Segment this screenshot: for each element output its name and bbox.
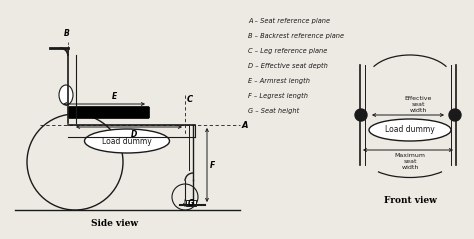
Ellipse shape <box>84 129 170 153</box>
Text: A: A <box>242 120 248 130</box>
Text: D: D <box>131 130 137 139</box>
Text: F – Legrest length: F – Legrest length <box>248 93 308 99</box>
Text: Side view: Side view <box>91 219 138 228</box>
Text: G: G <box>188 199 194 207</box>
Ellipse shape <box>59 85 73 105</box>
Circle shape <box>355 109 367 121</box>
Text: E: E <box>111 92 117 101</box>
Text: Maximum
seat
width: Maximum seat width <box>394 153 426 170</box>
Text: Load dummy: Load dummy <box>102 136 152 146</box>
Text: A – Seat reference plane: A – Seat reference plane <box>248 18 330 24</box>
Text: E – Armrest length: E – Armrest length <box>248 78 310 84</box>
FancyBboxPatch shape <box>69 107 149 119</box>
Text: G – Seat height: G – Seat height <box>248 108 299 114</box>
Circle shape <box>449 109 461 121</box>
Bar <box>186 200 196 206</box>
Text: Effective
seat
width: Effective seat width <box>404 96 432 113</box>
Text: C – Leg reference plane: C – Leg reference plane <box>248 48 328 54</box>
Text: B – Backrest reference plane: B – Backrest reference plane <box>248 33 344 39</box>
Text: C: C <box>187 95 193 104</box>
Text: Front view: Front view <box>383 196 437 205</box>
Text: D – Effective seat depth: D – Effective seat depth <box>248 63 328 69</box>
Text: B: B <box>64 29 70 38</box>
Ellipse shape <box>369 119 451 141</box>
Text: F: F <box>210 161 215 169</box>
Text: Load dummy: Load dummy <box>385 125 435 135</box>
